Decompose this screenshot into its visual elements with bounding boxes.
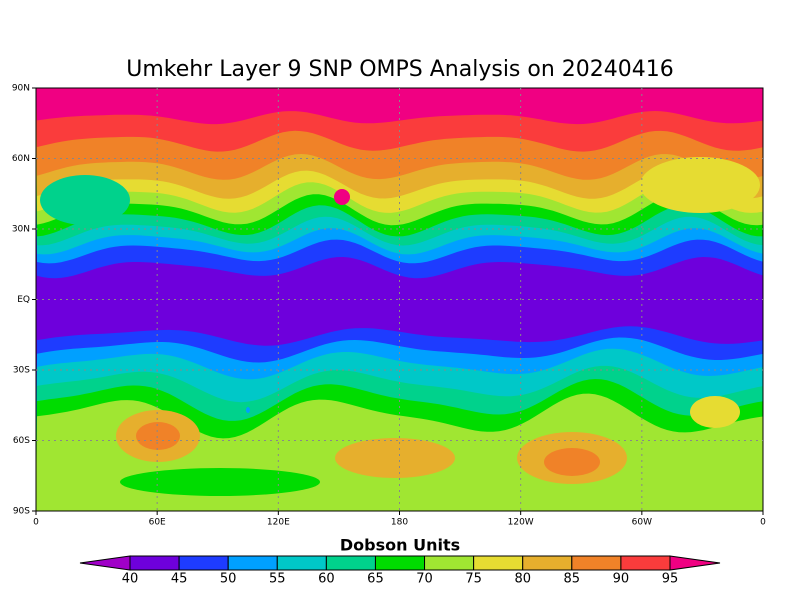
lon-label: 0: [33, 518, 39, 528]
colorbar-swatch: [522, 555, 573, 571]
blob: [690, 396, 740, 428]
title: Umkehr Layer 9 SNP OMPS Analysis on 2024…: [126, 57, 674, 82]
blob: [136, 422, 180, 450]
blob: [120, 468, 320, 496]
colorbar-swatch: [325, 555, 376, 571]
blob: [334, 189, 350, 205]
lat-label: 30S: [13, 366, 30, 376]
lon-label: 120W: [508, 518, 534, 528]
colorbar-label: 80: [514, 572, 531, 587]
colorbar-title: Dobson Units: [340, 536, 460, 555]
blob: [335, 438, 455, 478]
colorbar-label: 60: [318, 572, 335, 587]
blob: [40, 175, 130, 225]
lat-label: 30N: [12, 225, 30, 235]
lon-label: 0: [760, 518, 766, 528]
blob: [544, 448, 600, 476]
lat-label: 90N: [12, 84, 30, 94]
colorbar-label: 90: [613, 572, 630, 587]
colorbar-swatch: [571, 555, 622, 571]
colorbar-label: 45: [171, 572, 188, 587]
colorbar-swatch: [276, 555, 327, 571]
colorbar-swatch: [178, 555, 229, 571]
colorbar-end: [669, 555, 721, 571]
colorbar-label: 70: [416, 572, 433, 587]
lat-label: EQ: [17, 295, 30, 305]
colorbar-end: [79, 555, 131, 571]
colorbar-label: 75: [465, 572, 482, 587]
colorbar-swatch: [424, 555, 475, 571]
blob: [246, 407, 250, 413]
colorbar-label: 40: [122, 572, 139, 587]
lat-label: 60S: [13, 436, 30, 446]
lon-label: 120E: [267, 518, 290, 528]
lat-label: 90S: [13, 507, 30, 517]
colorbar-swatch: [620, 555, 671, 571]
colorbar-swatch: [374, 555, 426, 571]
colorbar-label: 65: [367, 572, 384, 587]
colorbar-label: 50: [220, 572, 237, 587]
colorbar-label: 55: [269, 572, 286, 587]
lon-label: 180: [391, 518, 408, 528]
blob: [640, 157, 760, 213]
colorbar-swatch: [129, 555, 180, 571]
lat-label: 60N: [12, 154, 30, 164]
ozone-field: [36, 88, 763, 511]
colorbar-label: 95: [662, 572, 679, 587]
lon-label: 60E: [149, 518, 166, 528]
colorbar-label: 85: [564, 572, 581, 587]
lon-label: 60W: [632, 518, 652, 528]
colorbar-swatch: [473, 555, 524, 571]
colorbar-swatch: [227, 555, 278, 571]
